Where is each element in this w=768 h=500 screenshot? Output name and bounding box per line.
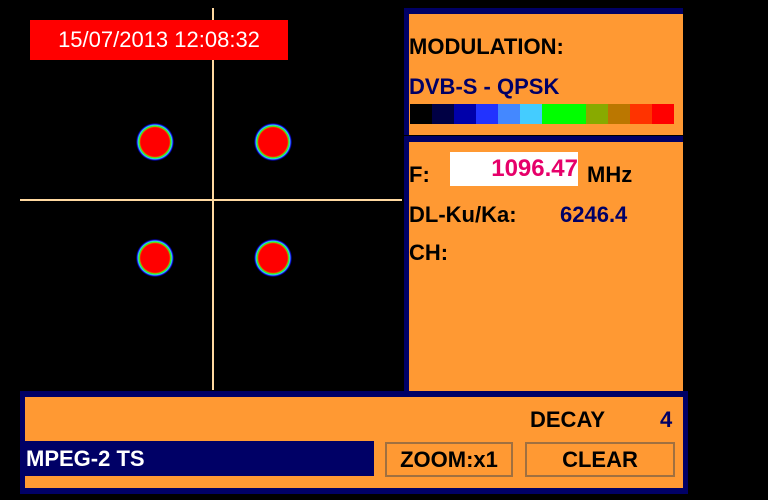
decay-value[interactable]: 4 (660, 407, 673, 432)
color-scale-cell (586, 104, 608, 124)
channel-label: CH: (409, 240, 449, 265)
decay-label: DECAY (530, 407, 605, 432)
constellation-point (129, 232, 181, 284)
frequency-unit: MHz (587, 162, 633, 187)
constellation-point (247, 116, 299, 168)
color-scale-cell (630, 104, 652, 124)
constellation-point (129, 116, 181, 168)
color-scale-cell (652, 104, 674, 124)
color-scale-cell (542, 104, 564, 124)
color-scale-cell (608, 104, 630, 124)
color-scale-cell (520, 104, 542, 124)
frequency-input[interactable]: 1096.47 (450, 152, 578, 186)
crosshair-horizontal (20, 199, 402, 201)
modulation-value: DVB-S - QPSK (409, 74, 560, 99)
downlink-label: DL-Ku/Ka: (409, 202, 517, 227)
color-scale-cell (476, 104, 498, 124)
color-scale-cell (454, 104, 476, 124)
clear-button[interactable]: CLEAR (525, 442, 675, 477)
timestamp: 15/07/2013 12:08:32 (30, 20, 288, 60)
downlink-value: 6246.4 (560, 202, 628, 227)
modulation-label: MODULATION: (409, 34, 564, 59)
frequency-label: F: (409, 162, 430, 187)
color-scale-bar (410, 104, 674, 124)
zoom-button[interactable]: ZOOM:x1 (385, 442, 513, 477)
color-scale-cell (564, 104, 586, 124)
color-scale-cell (410, 104, 432, 124)
constellation-display (0, 0, 404, 390)
color-scale-cell (498, 104, 520, 124)
stream-type: MPEG-2 TS (24, 441, 374, 476)
color-scale-cell (432, 104, 454, 124)
constellation-point (247, 232, 299, 284)
